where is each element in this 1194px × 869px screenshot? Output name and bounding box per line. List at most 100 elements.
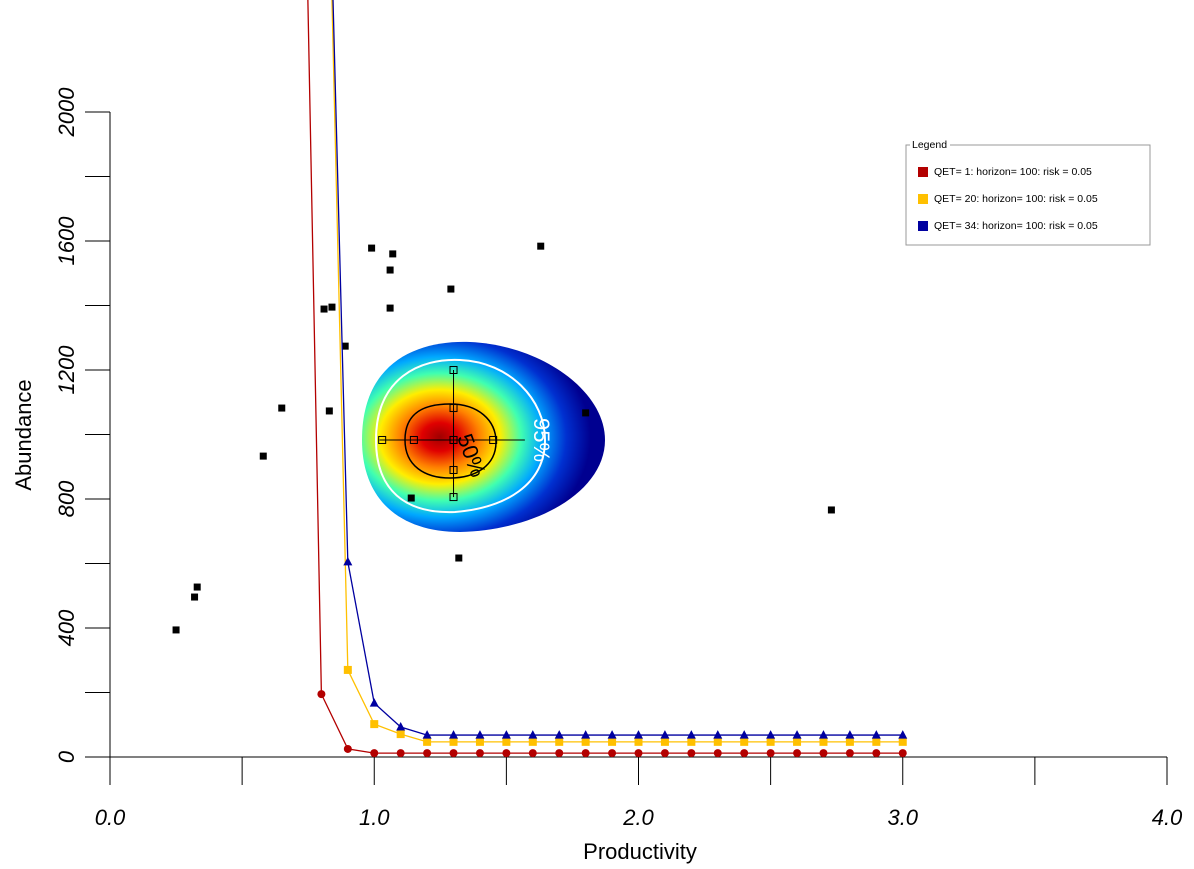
observed-point xyxy=(386,304,394,312)
point xyxy=(369,698,379,707)
point xyxy=(449,730,459,739)
centroid-x-mark xyxy=(489,435,498,444)
observed-point xyxy=(407,494,415,502)
point xyxy=(502,737,511,746)
point xyxy=(898,737,907,746)
centroid-y-mark xyxy=(449,465,458,474)
y-tick-label: 1200 xyxy=(54,345,79,395)
legend-title: Legend xyxy=(912,139,947,151)
observed-point xyxy=(386,266,394,274)
point xyxy=(660,749,669,758)
legend-swatch xyxy=(918,194,928,204)
contour-95 xyxy=(374,358,547,514)
observed-point xyxy=(341,342,349,350)
observed-point xyxy=(193,583,201,591)
point xyxy=(871,730,881,739)
point xyxy=(396,749,405,758)
centroid-x-mark xyxy=(378,435,387,444)
centroid-y-mark xyxy=(449,404,458,413)
x-tick-label: 3.0 xyxy=(887,805,918,830)
point xyxy=(687,749,696,758)
y-tick-label: 800 xyxy=(54,480,79,517)
density-map: 50% 95% xyxy=(362,341,605,532)
point xyxy=(686,730,696,739)
point xyxy=(634,737,643,746)
legend: Legend QET= 1: horizon= 100: risk = 0.05… xyxy=(905,139,1151,246)
observed-point xyxy=(325,407,333,415)
point xyxy=(317,690,326,699)
observed-point xyxy=(447,285,455,293)
point xyxy=(660,737,669,746)
observed-point xyxy=(368,244,376,252)
point xyxy=(740,749,749,758)
x-tick-label: 1.0 xyxy=(359,805,390,830)
point xyxy=(713,749,722,758)
point xyxy=(423,737,432,746)
x-tick-label: 0.0 xyxy=(95,805,126,830)
y-axis-title: Abundance xyxy=(11,379,36,490)
point xyxy=(818,730,828,739)
point xyxy=(845,749,854,758)
point xyxy=(713,737,722,746)
point xyxy=(793,737,802,746)
contour-label: 95% xyxy=(529,418,554,462)
point xyxy=(581,737,590,746)
point xyxy=(634,730,643,739)
point xyxy=(739,730,749,739)
point xyxy=(608,737,617,746)
observed-point xyxy=(191,593,199,601)
point xyxy=(396,722,406,731)
legend-label: QET= 34: horizon= 100: risk = 0.05 xyxy=(934,220,1098,232)
point xyxy=(423,749,432,758)
point xyxy=(343,665,352,674)
point xyxy=(740,737,749,746)
point xyxy=(370,749,379,758)
point xyxy=(555,737,564,746)
legend-title-bg xyxy=(910,139,950,151)
y-tick-label: 2000 xyxy=(54,87,79,138)
point xyxy=(475,737,484,746)
point xyxy=(554,730,564,739)
contour-50 xyxy=(404,403,497,479)
point xyxy=(528,749,537,758)
density-blob xyxy=(362,341,605,532)
point xyxy=(634,749,643,758)
legend-label: QET= 1: horizon= 100: risk = 0.05 xyxy=(934,166,1092,178)
point xyxy=(766,737,775,746)
legend-label: QET= 20: horizon= 100: risk = 0.05 xyxy=(934,193,1098,205)
point xyxy=(872,749,881,758)
point xyxy=(528,737,537,746)
point xyxy=(422,730,432,739)
point xyxy=(581,749,590,758)
centroid-y-mark xyxy=(449,366,458,374)
y-tick-label: 400 xyxy=(54,609,79,646)
point xyxy=(343,556,353,566)
point xyxy=(343,744,352,753)
x-tick-label: 2.0 xyxy=(622,805,654,830)
legend-swatch xyxy=(918,221,928,231)
point xyxy=(687,737,696,746)
legend-swatch xyxy=(918,167,928,177)
observed-point xyxy=(328,303,336,311)
point xyxy=(766,730,776,739)
point xyxy=(898,730,908,739)
point xyxy=(819,749,828,758)
point xyxy=(501,730,511,739)
point xyxy=(475,749,484,758)
point xyxy=(898,749,907,758)
point xyxy=(872,737,881,746)
y-tick-label: 1600 xyxy=(54,216,79,266)
point xyxy=(370,720,379,729)
centroid-y-mark xyxy=(449,435,458,444)
point xyxy=(502,749,511,758)
point xyxy=(793,749,802,758)
centroid-y-mark xyxy=(449,493,458,502)
y-tick-label: 0 xyxy=(54,750,79,763)
observed-point xyxy=(389,250,397,258)
point xyxy=(845,737,854,746)
centroid-x-mark xyxy=(409,435,418,444)
point xyxy=(475,730,485,739)
observed-point xyxy=(320,305,328,313)
